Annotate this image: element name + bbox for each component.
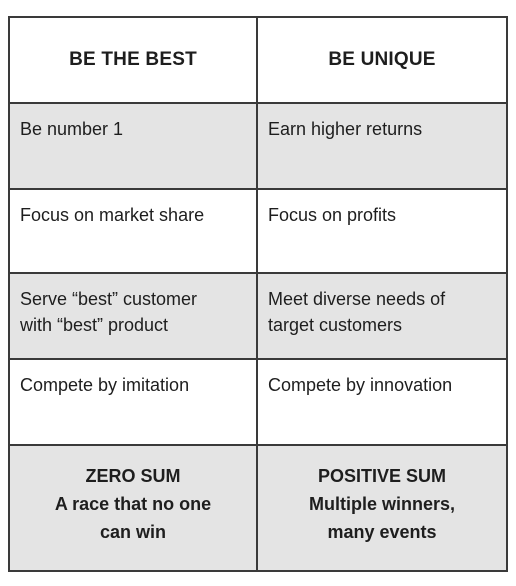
row-1-left-cell: Be number 1 xyxy=(10,104,258,190)
row-4-right-text: Compete by innovation xyxy=(268,375,453,395)
header-left-label: BE THE BEST xyxy=(69,49,197,70)
row-4-left-text: Compete by imitation xyxy=(20,375,190,395)
row-1-left-text: Be number 1 xyxy=(20,119,124,139)
footer-right-line-1: Multiple winners, xyxy=(308,494,455,514)
comparison-table: BE THE BEST BE UNIQUE Be number 1 Earn h… xyxy=(8,16,508,572)
row-3-right-line-2: target customers xyxy=(268,315,403,335)
row-3-right-line-1: Meet diverse needs of xyxy=(268,289,446,309)
footer-positive-sum-cell: POSITIVE SUM Multiple winners, many even… xyxy=(258,446,506,570)
row-3-left-line-2: with “best” product xyxy=(20,315,169,335)
row-2-right-cell: Focus on profits xyxy=(258,190,506,274)
footer-right-line-2: many events xyxy=(327,522,437,542)
row-1-right-cell: Earn higher returns xyxy=(258,104,506,190)
row-3-right-cell: Meet diverse needs of target customers xyxy=(258,274,506,360)
header-be-unique: BE UNIQUE xyxy=(258,18,506,104)
footer-left-title: ZERO SUM xyxy=(85,466,181,486)
row-3-left-line-1: Serve “best” customer xyxy=(20,289,198,309)
footer-left-line-2: can win xyxy=(99,522,166,542)
row-1-right-text: Earn higher returns xyxy=(268,119,423,139)
row-2-left-cell: Focus on market share xyxy=(10,190,258,274)
footer-right-title: POSITIVE SUM xyxy=(317,466,447,486)
row-2-right-text: Focus on profits xyxy=(268,205,397,225)
row-3-left-cell: Serve “best” customer with “best” produc… xyxy=(10,274,258,360)
row-4-left-cell: Compete by imitation xyxy=(10,360,258,446)
header-be-the-best: BE THE BEST xyxy=(10,18,258,104)
header-right-label: BE UNIQUE xyxy=(328,49,436,70)
row-4-right-cell: Compete by innovation xyxy=(258,360,506,446)
footer-zero-sum-cell: ZERO SUM A race that no one can win xyxy=(10,446,258,570)
row-2-left-text: Focus on market share xyxy=(20,205,205,225)
footer-left-line-1: A race that no one xyxy=(54,494,212,514)
